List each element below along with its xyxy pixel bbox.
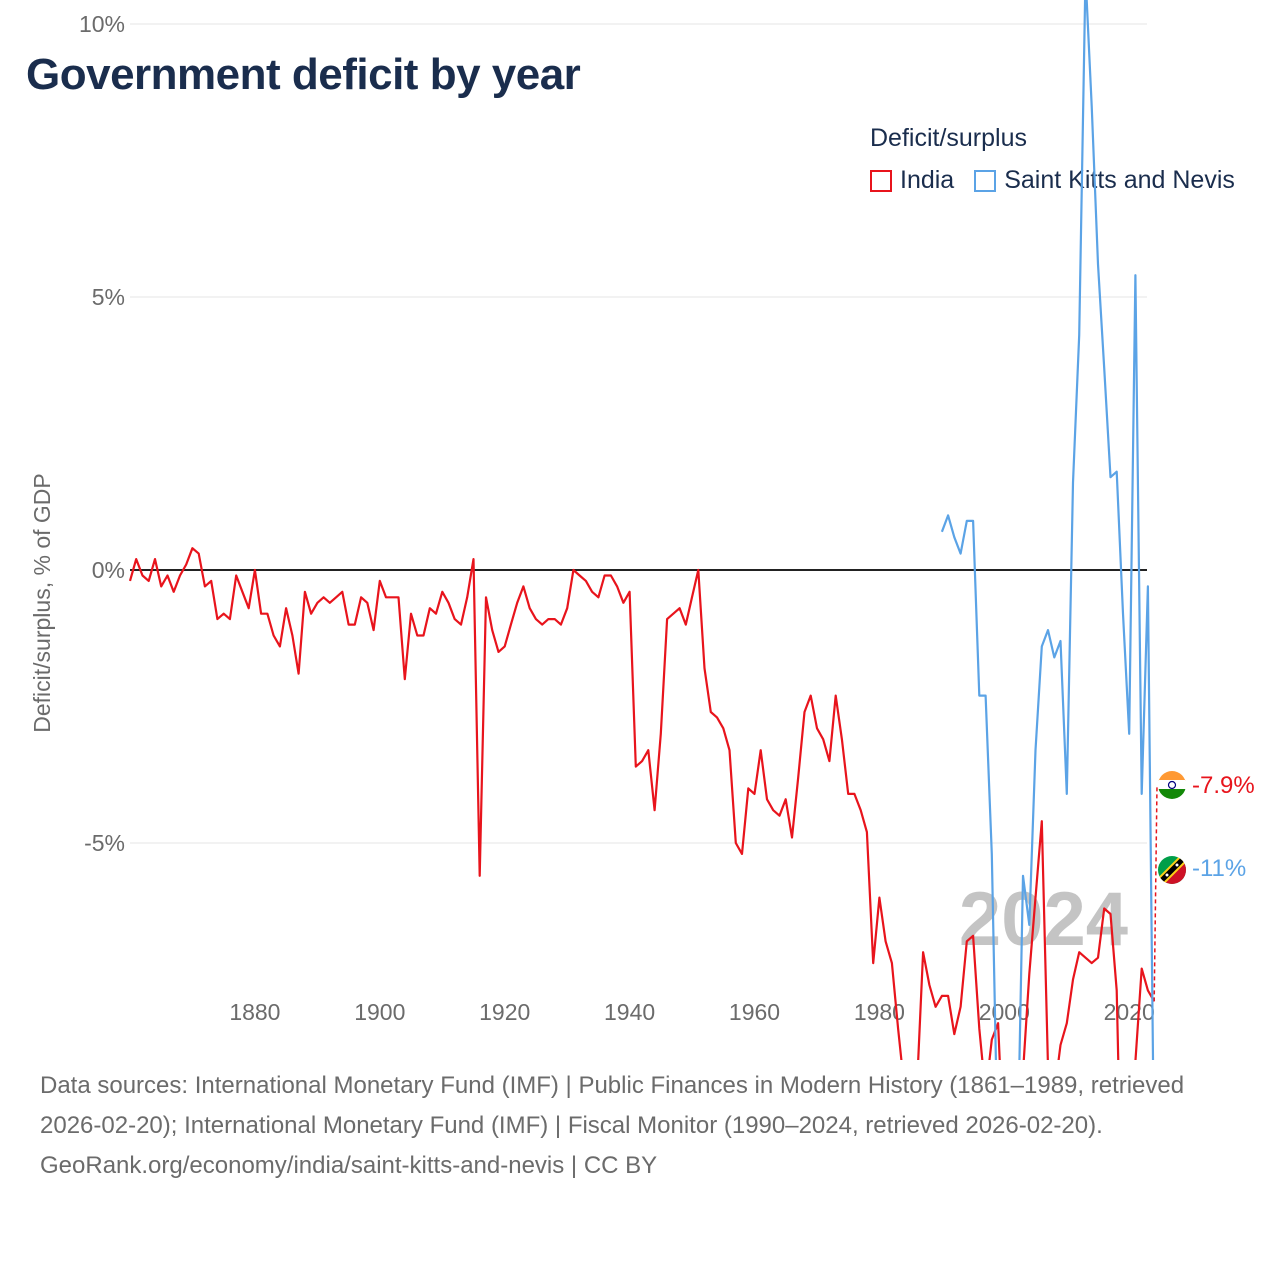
x-tick-label: 2000 <box>979 999 1030 1025</box>
y-tick-label: 10% <box>79 11 125 37</box>
x-tick-label: 1960 <box>729 999 780 1025</box>
legend-label-india: India <box>900 166 955 194</box>
gridlines <box>130 23 1147 844</box>
legend-item-india[interactable]: India <box>870 166 954 195</box>
chart-title: Government deficit by year <box>26 50 581 99</box>
india-flag-icon <box>1158 771 1186 799</box>
y-tick-label: -5% <box>84 830 125 856</box>
saint-kitts-and-nevis-end-label: -11% <box>1192 855 1246 882</box>
line-chart: 10%5%0%-5%-10% 1880190019201940196019802… <box>29 0 1255 1060</box>
x-tick-label: 1900 <box>354 999 405 1025</box>
data-sources: Data sources: International Monetary Fun… <box>40 1072 1185 1139</box>
x-tick-label: 2020 <box>1104 999 1155 1025</box>
india-end-label: -7.9% <box>1192 772 1255 799</box>
series-line-saint-kitts-and-nevis[interactable] <box>940 0 1155 1060</box>
credit-link[interactable]: GeoRank.org/economy/india/saint-kitts-an… <box>40 1152 658 1179</box>
y-tick-label: 0% <box>92 557 125 583</box>
legend-swatch-india <box>870 169 892 192</box>
y-tick-label: 5% <box>92 284 125 310</box>
footer: Data sources: International Monetary Fun… <box>40 1066 1240 1186</box>
series-lines <box>128 0 1156 1060</box>
series-line-india[interactable] <box>128 547 1156 1060</box>
legend-label-saint-kitts-and-nevis: Saint Kitts and Nevis <box>1004 166 1235 194</box>
y-axis-label: Deficit/surplus, % of GDP <box>29 473 55 732</box>
saint-kitts-and-nevis-flag-icon <box>1158 856 1186 884</box>
india-end-leader <box>1153 784 1158 1002</box>
legend-swatch-saint-kitts-and-nevis <box>974 169 997 192</box>
x-tick-label: 1880 <box>229 999 280 1025</box>
x-tick-labels: 1880 1900 1920 1940 1960 1980 2000 2020 <box>229 999 1154 1025</box>
x-tick-label: 1920 <box>479 999 530 1025</box>
x-tick-label: 1940 <box>604 999 655 1025</box>
y-tick-labels: 10%5%0%-5%-10% <box>79 11 125 856</box>
legend-title: Deficit/surplus <box>870 124 1027 152</box>
legend: India Saint Kitts and Nevis <box>870 166 1255 195</box>
legend-item-saint-kitts-and-nevis[interactable]: Saint Kitts and Nevis <box>974 166 1235 195</box>
